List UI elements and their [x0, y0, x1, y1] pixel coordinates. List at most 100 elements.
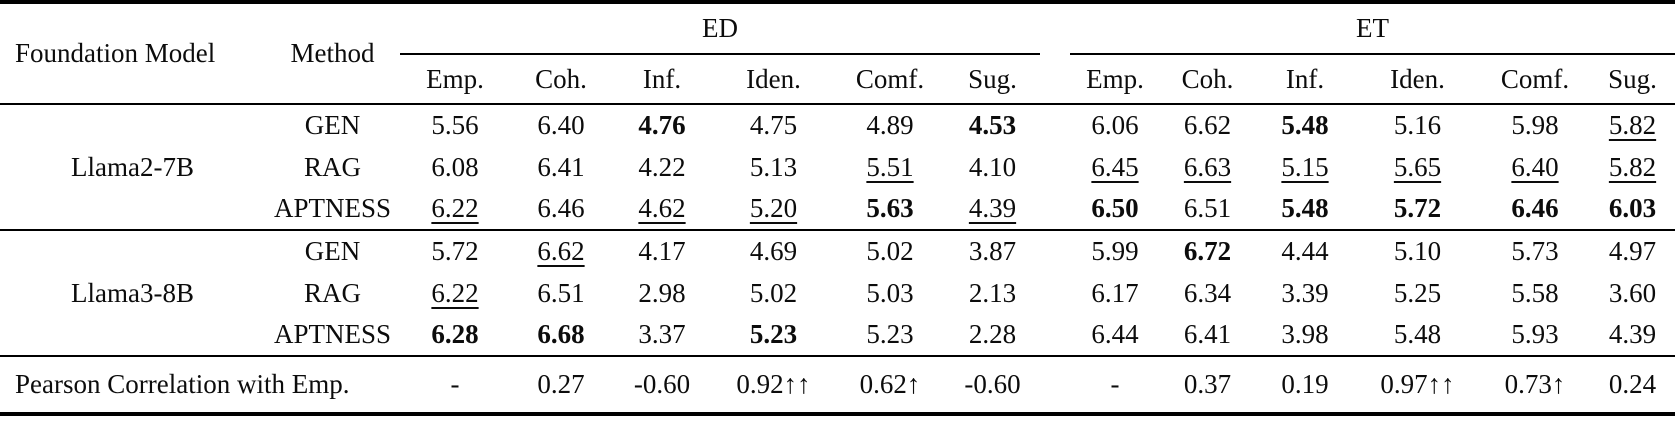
ed-score-cell: 4.22 — [612, 146, 712, 188]
score-value: 4.97 — [1608, 236, 1657, 266]
pearson-ed-cell: -0.60 — [633, 369, 691, 399]
score-value: 6.63 — [1183, 151, 1232, 182]
ed-score-cell: 6.08 — [400, 146, 510, 188]
score-value: 4.39 — [1608, 319, 1657, 349]
col-header-iden: Iden. — [712, 54, 835, 105]
score-value: 5.20 — [749, 193, 798, 223]
pearson-et-cell: 0.37 — [1183, 369, 1232, 399]
score-value: 5.72 — [431, 236, 479, 266]
group-header-et: ET — [1070, 2, 1675, 55]
et-score-cell: 6.63 — [1160, 146, 1255, 188]
score-value: 6.03 — [1608, 193, 1657, 223]
et-score-cell: 5.48 — [1355, 314, 1480, 356]
score-value: 5.13 — [749, 151, 798, 182]
et-score-cell: 3.60 — [1590, 272, 1675, 314]
score-value: 6.72 — [1183, 236, 1232, 266]
score-value: 6.68 — [537, 319, 585, 349]
et-score-cell: 6.41 — [1160, 314, 1255, 356]
ed-score-cell: 6.22 — [400, 188, 510, 230]
ed-score-cell: 4.69 — [712, 230, 835, 272]
et-score-cell: 6.62 — [1160, 104, 1255, 146]
ed-score-cell: 4.89 — [835, 104, 945, 146]
score-value: 6.46 — [1511, 193, 1559, 223]
table-row: APTNESS 6.28 6.68 3.37 5.23 5.23 2.28 6.44 6.41 3… — [0, 314, 1675, 356]
score-value: 2.98 — [638, 277, 686, 308]
method-cell: RAG — [303, 277, 361, 308]
score-value: 4.69 — [749, 236, 798, 266]
ed-score-cell: 6.28 — [400, 314, 510, 356]
ed-score-cell: 2.28 — [945, 314, 1040, 356]
score-value: 5.99 — [1091, 236, 1139, 266]
column-spacer — [1040, 188, 1070, 230]
et-score-cell: 6.03 — [1590, 188, 1675, 230]
score-value: 5.82 — [1608, 151, 1657, 182]
score-value: 4.10 — [968, 151, 1017, 182]
score-value: 5.02 — [749, 277, 798, 308]
ed-score-cell: 6.40 — [510, 104, 612, 146]
group-header-row: Foundation Model Method ED ET — [0, 2, 1675, 105]
et-score-cell: 6.44 — [1070, 314, 1160, 356]
et-score-cell: 6.17 — [1070, 272, 1160, 314]
et-score-cell: 6.45 — [1070, 146, 1160, 188]
et-score-cell: 5.25 — [1355, 272, 1480, 314]
score-value: 6.51 — [1183, 193, 1232, 223]
et-score-cell: 6.50 — [1070, 188, 1160, 230]
score-value: 6.22 — [431, 277, 479, 308]
pearson-ed-cell: 0.62↑ — [859, 369, 921, 399]
col-header-method: Method — [265, 2, 400, 105]
ed-score-cell: 5.56 — [400, 104, 510, 146]
ed-score-cell: 6.51 — [510, 272, 612, 314]
score-value: 5.63 — [866, 193, 914, 223]
table-row: Llama2-7B GEN 5.56 6.40 4.76 4.75 4.89 4.53 6.06… — [0, 104, 1675, 231]
score-value: 5.73 — [1511, 236, 1559, 266]
score-value: 4.53 — [968, 110, 1017, 140]
col-header-coh: Coh. — [510, 54, 612, 105]
footer-row: Pearson Correlation with Emp. - 0.27 -0.60… — [0, 356, 1675, 414]
score-value: 4.89 — [866, 110, 914, 140]
col-header-emp: Emp. — [1070, 54, 1160, 105]
column-spacer — [1040, 356, 1070, 414]
score-value: 5.02 — [866, 236, 914, 266]
score-value: 6.40 — [537, 110, 585, 140]
ed-score-cell: 5.20 — [712, 188, 835, 230]
et-score-cell: 4.97 — [1590, 230, 1675, 272]
ed-score-cell: 4.76 — [612, 104, 712, 146]
score-value: 5.98 — [1511, 110, 1559, 140]
et-score-cell: 5.98 — [1480, 104, 1590, 146]
score-value: 6.41 — [537, 151, 585, 182]
pearson-et-cell: - — [1110, 369, 1120, 399]
et-score-cell: 5.82 — [1590, 146, 1675, 188]
et-score-cell: 5.15 — [1255, 146, 1355, 188]
score-value: 5.03 — [866, 277, 914, 308]
score-value: 6.62 — [537, 236, 585, 266]
score-value: 5.56 — [431, 110, 479, 140]
score-value: 3.37 — [638, 319, 686, 349]
col-header-emp: Emp. — [400, 54, 510, 105]
score-value: 6.44 — [1091, 319, 1139, 349]
ed-score-cell: 5.63 — [835, 188, 945, 230]
score-value: 5.48 — [1393, 319, 1442, 349]
score-value: 5.82 — [1608, 110, 1657, 140]
pearson-ed-cell: - — [450, 369, 460, 399]
score-value: 5.23 — [866, 319, 914, 349]
score-value: 5.23 — [749, 319, 798, 349]
score-value: 4.39 — [968, 193, 1017, 223]
ed-score-cell: 4.53 — [945, 104, 1040, 146]
pearson-ed-cell: 0.27 — [537, 369, 585, 399]
column-spacer — [1040, 272, 1070, 314]
col-header-inf: Inf. — [1255, 54, 1355, 105]
score-value: 6.41 — [1183, 319, 1232, 349]
col-header-comf: Comf. — [1480, 54, 1590, 105]
et-score-cell: 5.48 — [1255, 188, 1355, 230]
score-value: 5.51 — [866, 151, 914, 182]
column-spacer — [1040, 146, 1070, 188]
column-spacer — [1040, 2, 1070, 105]
score-value: 6.22 — [431, 193, 479, 223]
table-row: RAG 6.08 6.41 4.22 5.13 5.51 4.10 6.45 6.63 5.15 5… — [0, 146, 1675, 188]
score-value: 6.34 — [1183, 277, 1232, 308]
score-value: 3.39 — [1281, 277, 1329, 308]
ed-score-cell: 5.03 — [835, 272, 945, 314]
ed-score-cell: 4.39 — [945, 188, 1040, 230]
pearson-et-cell: 0.19 — [1281, 369, 1329, 399]
pearson-ed-cell: -0.60 — [964, 369, 1021, 399]
